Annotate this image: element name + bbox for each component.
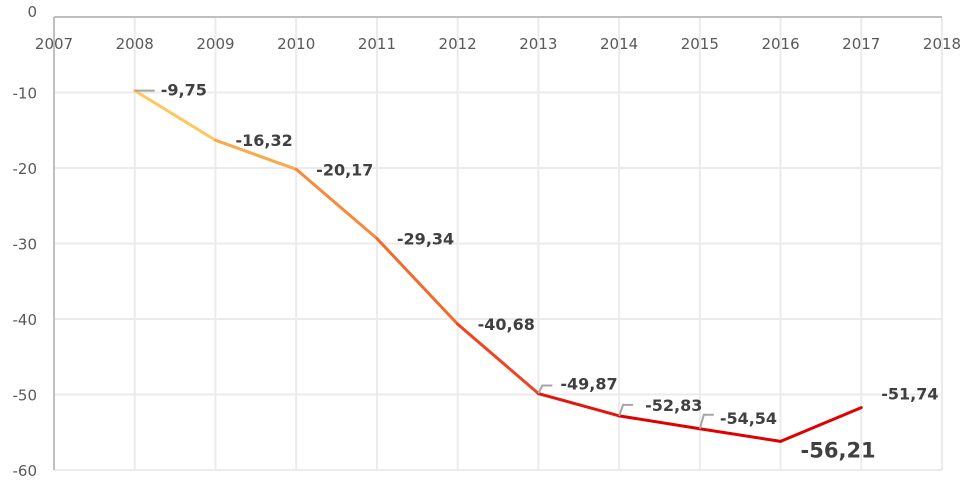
- x-tick-label: 2018: [923, 35, 961, 53]
- line-segment: [617, 414, 702, 431]
- x-tick-label: 2016: [761, 35, 799, 53]
- y-tick-label: -60: [13, 462, 38, 480]
- leader-line: [618, 403, 634, 417]
- x-tick-label: 2012: [439, 35, 477, 53]
- y-tick-label: -10: [13, 85, 38, 103]
- data-label: -20,17: [316, 160, 373, 179]
- x-tick-label: 2014: [600, 35, 638, 53]
- line-segment: [698, 427, 783, 443]
- data-label: -51,74: [881, 385, 938, 404]
- line-segment: [133, 89, 217, 142]
- x-tick-label: 2007: [35, 35, 73, 53]
- line-segment: [536, 392, 621, 418]
- x-tick-label: 2015: [681, 35, 719, 53]
- data-label: -16,32: [235, 131, 292, 150]
- data-label: -56,21: [801, 438, 876, 462]
- y-tick-label: 0: [27, 3, 37, 21]
- line-segment: [213, 138, 298, 171]
- y-tick-label: -30: [13, 236, 38, 254]
- x-tick-label: 2008: [116, 35, 154, 53]
- data-label: -40,68: [478, 315, 535, 334]
- data-label: -49,87: [560, 375, 617, 394]
- line-segment: [779, 406, 863, 443]
- data-label: -29,34: [397, 230, 454, 249]
- y-tick-label: -40: [13, 311, 38, 329]
- x-tick-label: 2010: [277, 35, 315, 53]
- y-tick-label: -50: [13, 387, 38, 405]
- x-tick-label: 2011: [358, 35, 396, 53]
- x-tick-label: 2013: [519, 35, 557, 53]
- data-label: -9,75: [161, 81, 207, 100]
- leader-line: [698, 413, 714, 430]
- x-tick-label: 2017: [842, 35, 880, 53]
- line-segment: [375, 237, 460, 326]
- data-label: -52,83: [645, 396, 702, 415]
- leader-line: [537, 384, 553, 394]
- line-segment: [456, 322, 540, 396]
- line-segment: [294, 167, 379, 241]
- x-tick-label: 2009: [196, 35, 234, 53]
- data-label: -54,54: [720, 409, 777, 428]
- y-tick-label: -20: [13, 160, 38, 178]
